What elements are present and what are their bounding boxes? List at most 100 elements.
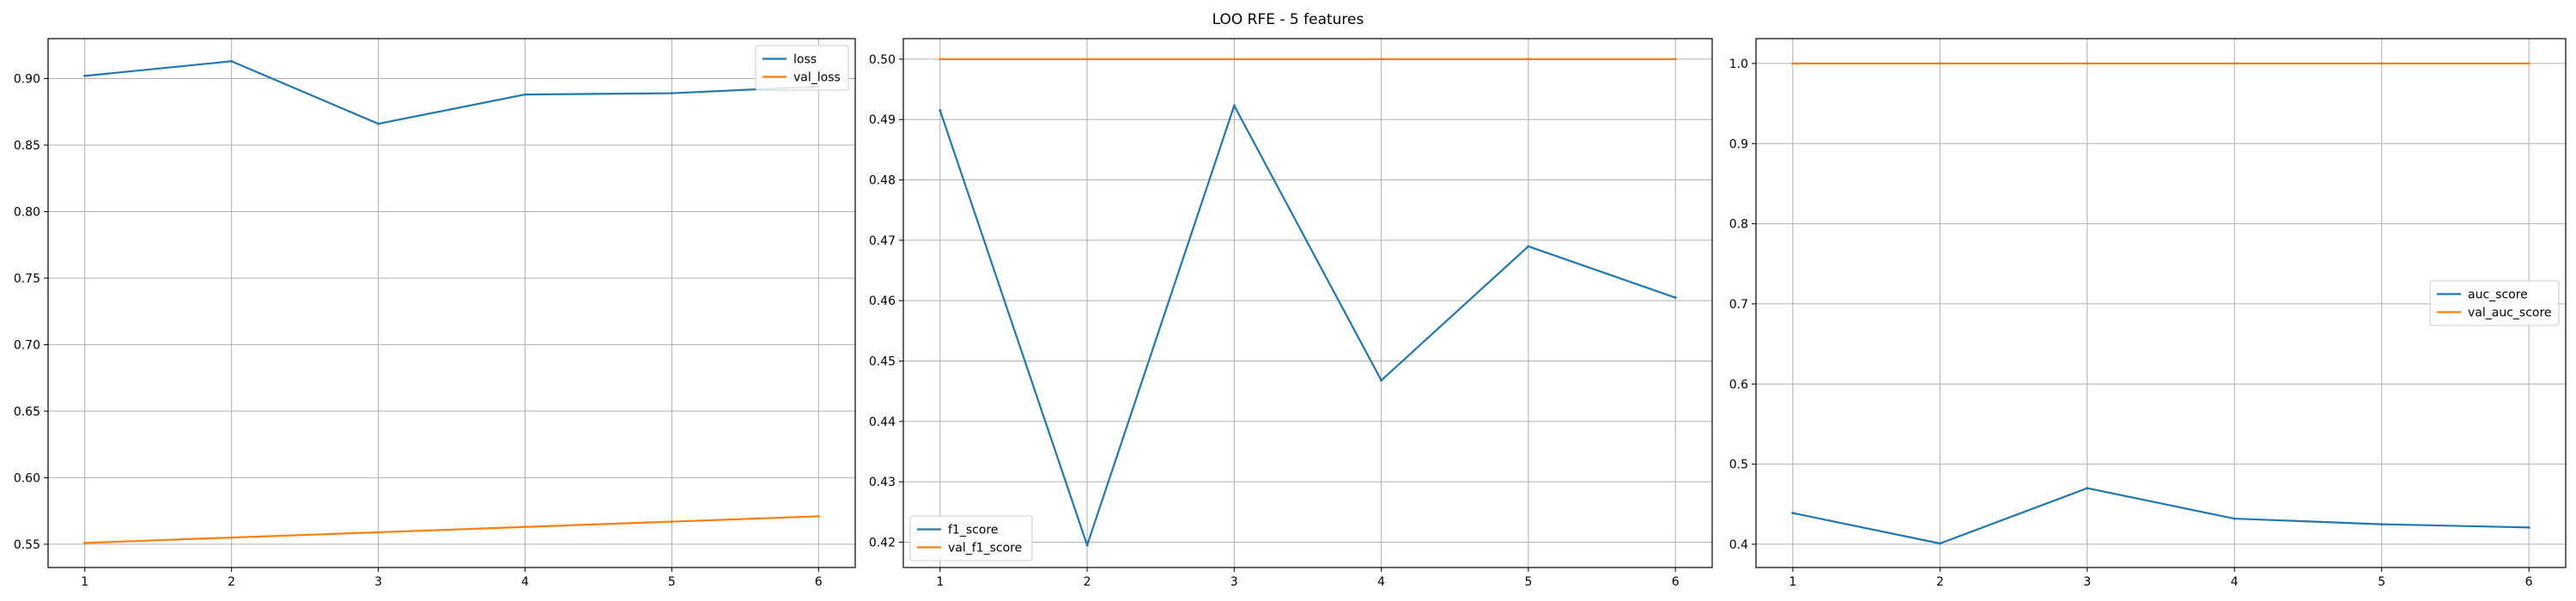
y-tick-label: 0.65	[14, 405, 40, 419]
series-line-f1-score	[939, 104, 1677, 547]
data-point	[2086, 62, 2089, 65]
data-point	[1674, 296, 1677, 300]
x-tick-label: 3	[374, 575, 382, 589]
legend-label: val_loss	[793, 71, 841, 85]
y-tick-label: 0.80	[14, 205, 40, 219]
y-tick-label: 0.75	[14, 272, 40, 286]
data-point	[1085, 58, 1089, 61]
x-tick-label: 5	[668, 575, 676, 589]
data-point	[1674, 58, 1677, 61]
y-tick-label: 0.44	[869, 416, 896, 429]
data-point	[2086, 487, 2089, 490]
legend-label: val_auc_score	[2468, 307, 2552, 320]
axes-frame	[47, 38, 856, 568]
data-point	[1085, 543, 1089, 547]
data-point	[83, 541, 87, 544]
data-point	[230, 59, 234, 63]
legend: f1_score val_f1_score	[909, 515, 1033, 562]
chart-panel-2: 1 2 3 4 5 6 0.42 0.43 0.44 0.45 0.46 0.47 0.48 0.49 0.…	[869, 38, 1713, 589]
data-point	[2527, 525, 2530, 529]
data-point	[2233, 62, 2236, 65]
y-tick-label: 0.46	[869, 294, 896, 308]
x-tick-label: 2	[228, 575, 235, 589]
x-tick-label: 6	[815, 575, 823, 589]
x-tick-label: 3	[2083, 575, 2091, 589]
data-point	[670, 92, 673, 95]
data-point	[523, 525, 526, 529]
x-tick-label: 2	[1084, 575, 1091, 589]
legend-box	[755, 45, 849, 91]
legend-box	[2429, 280, 2560, 326]
data-point	[1232, 58, 1236, 61]
data-point	[939, 109, 942, 112]
y-tick-label: 0.5	[1729, 458, 1748, 472]
y-tick-label: 0.49	[869, 113, 896, 127]
series-line-auc-score	[1791, 487, 2530, 545]
x-tick-label: 2	[1936, 575, 1944, 589]
legend: auc_score val_auc_score	[2429, 280, 2560, 326]
x-tick-label: 1	[1789, 575, 1796, 589]
data-point	[1380, 58, 1383, 61]
x-tick-label: 4	[1377, 575, 1385, 589]
figure-title: LOO RFE - 5 features	[1212, 11, 1364, 28]
x-tick-label: 6	[2525, 575, 2533, 589]
data-point	[1791, 512, 1795, 515]
y-tick-label: 0.9	[1729, 137, 1748, 151]
x-tick-label: 1	[936, 575, 944, 589]
y-tick-label: 0.7	[1729, 298, 1748, 312]
x-tick-label: 1	[81, 575, 88, 589]
legend-label: f1_score	[948, 524, 998, 537]
data-point	[523, 93, 526, 96]
data-point	[670, 520, 673, 524]
x-tick-label: 5	[2378, 575, 2385, 589]
data-point	[377, 122, 380, 125]
data-point	[1527, 245, 1530, 248]
data-point	[2527, 62, 2530, 65]
legend-label: loss	[793, 53, 817, 67]
data-point	[83, 74, 87, 77]
y-tick-label: 0.47	[869, 234, 896, 248]
legend-box	[909, 515, 1033, 562]
y-tick-label: 0.55	[14, 538, 40, 552]
data-point	[1380, 379, 1383, 382]
y-tick-label: 0.42	[869, 536, 896, 549]
y-tick-label: 0.90	[14, 72, 40, 86]
data-point	[1791, 62, 1795, 65]
legend: loss val_loss	[755, 45, 849, 91]
data-point	[817, 514, 820, 518]
y-tick-label: 1.0	[1729, 58, 1748, 71]
y-tick-label: 0.50	[869, 53, 896, 67]
axes-frame	[1755, 38, 2567, 568]
data-point	[939, 58, 942, 61]
data-point	[1527, 58, 1530, 61]
data-point	[1938, 62, 1941, 65]
chart-panel-1: 1 2 3 4 5 6 0.55 0.60 0.65 0.70 0.75 0.80 0.85 0.90 lo…	[14, 38, 856, 589]
x-tick-label: 4	[2231, 575, 2239, 589]
series-line-loss	[83, 60, 820, 125]
data-point	[1938, 542, 1941, 545]
y-tick-label: 0.8	[1729, 218, 1748, 232]
y-tick-label: 0.6	[1729, 378, 1748, 392]
y-tick-label: 0.60	[14, 471, 40, 485]
data-point	[230, 536, 234, 539]
data-point	[2233, 517, 2236, 520]
x-tick-label: 5	[1524, 575, 1532, 589]
y-tick-label: 0.45	[869, 355, 896, 369]
y-tick-label: 0.4	[1729, 538, 1748, 552]
x-tick-label: 3	[1230, 575, 1238, 589]
charts-container: 1 2 3 4 5 60.550.600.650.700.750.800.850.90lo…	[14, 38, 2567, 589]
y-tick-label: 0.85	[14, 139, 40, 153]
x-tick-label: 4	[521, 575, 529, 589]
data-point	[1232, 104, 1236, 107]
legend-label: auc_score	[2468, 288, 2528, 302]
chart-panel-3: 1 2 3 4 5 6 0.4 0.5 0.6 0.7 0.8 0.9 1.0 auc_score val_…	[1729, 38, 2567, 589]
series-line-val-loss	[83, 515, 820, 544]
x-tick-label: 6	[1672, 575, 1680, 589]
data-point	[2380, 62, 2384, 65]
data-point	[2380, 523, 2384, 526]
legend-label: val_f1_score	[948, 542, 1022, 555]
y-tick-label: 0.70	[14, 338, 40, 352]
y-tick-label: 0.48	[869, 174, 896, 188]
y-tick-label: 0.43	[869, 476, 896, 489]
